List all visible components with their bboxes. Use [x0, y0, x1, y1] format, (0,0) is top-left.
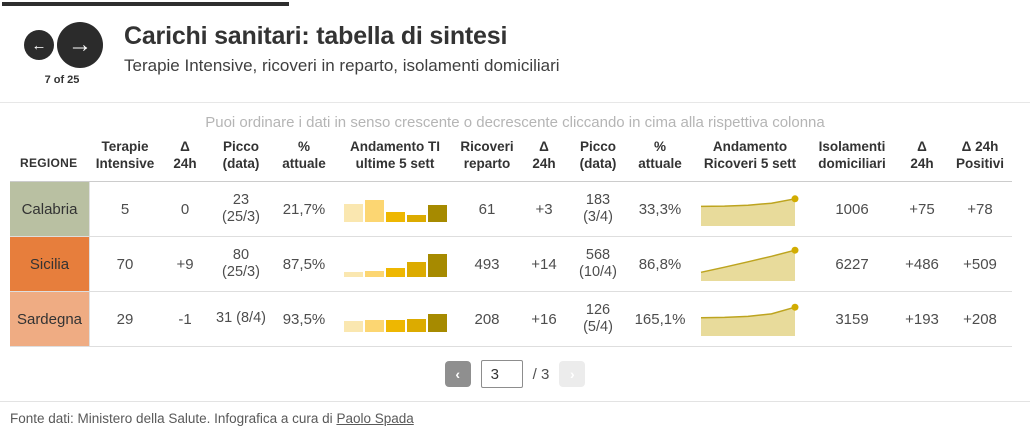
ric-pct-value: 165,1%	[634, 310, 686, 328]
column-header-ricoveri-reparto[interactable]: Ricoveri reparto	[460, 139, 514, 171]
ricoveri-trend-area-sparkline	[692, 246, 808, 281]
region-name-cell: Sardegna	[10, 292, 90, 346]
previous-page-button[interactable]: ‹	[444, 361, 471, 387]
ric-pct-value: 86,8%	[638, 255, 682, 273]
ti-value: 70	[116, 255, 134, 273]
right-arrow-icon: →	[68, 31, 92, 58]
isol-delta-value: +75	[909, 200, 935, 218]
positivi-delta-value: +509	[963, 255, 997, 273]
page-subtitle: Terapie Intensive, ricoveri in reparto, …	[124, 56, 560, 75]
ric-picco-value: 183 (3/4)	[583, 191, 613, 225]
column-header-isol-delta-24h[interactable]: Δ 24h	[910, 139, 934, 171]
chevron-left-icon: ‹	[455, 366, 460, 382]
table-row-calabria: Calabria 5 0 23 (25/3) 21,7% 61 +3 183 (3/…	[10, 182, 1012, 237]
ric-picco-value: 568 (10/4)	[579, 246, 617, 280]
ricoveri-value: 493	[474, 255, 500, 273]
ti-value: 29	[116, 310, 134, 328]
previous-slide-button[interactable]: ←	[24, 30, 54, 60]
column-header-andamento-ti[interactable]: Andamento TI ultime 5 sett	[350, 139, 440, 171]
slide-progress-bar	[2, 2, 290, 6]
header-divider	[0, 102, 1030, 103]
next-slide-button[interactable]: →	[57, 22, 103, 68]
ti-picco-value: 23 (25/3)	[222, 191, 260, 225]
table-row-sicilia: Sicilia 70 +9 80 (25/3) 87,5% 493 +14 568…	[10, 237, 1012, 292]
header: ← → 7 of 25 Carichi sanitari: tabella di…	[0, 0, 1030, 92]
ti-picco-value: 80 (25/3)	[222, 246, 260, 280]
slide-navigation: ← → 7 of 25	[24, 16, 124, 92]
page-title: Carichi sanitari: tabella di sintesi	[124, 22, 508, 50]
slide-progress-track	[2, 2, 1028, 6]
chevron-right-icon: ›	[570, 366, 575, 382]
source-text: Fonte dati: Ministero della Salute. Info…	[10, 411, 337, 426]
isolamenti-value: 6227	[835, 255, 869, 273]
ricoveri-trend-area-sparkline	[692, 302, 808, 336]
ricoveri-trend-area-sparkline	[692, 192, 808, 226]
column-header-ti-pct-attuale[interactable]: % attuale	[282, 139, 326, 171]
author-link[interactable]: Paolo Spada	[336, 411, 414, 426]
ric-pct-value: 33,3%	[638, 200, 682, 218]
ric-delta-value: +14	[531, 255, 557, 273]
column-header-delta-24h-positivi[interactable]: Δ 24h Positivi	[955, 139, 1004, 171]
column-header-ric-picco[interactable]: Picco (data)	[579, 139, 617, 171]
region-name-cell: Calabria	[10, 182, 90, 236]
ric-picco-value: 126 (5/4)	[583, 301, 613, 335]
isol-delta-value: +486	[905, 255, 939, 273]
ti-pct-value: 93,5%	[282, 310, 326, 328]
ti-trend-bar-sparkline	[336, 197, 454, 222]
page-total-label: / 3	[532, 365, 550, 383]
ric-delta-value: +16	[531, 310, 557, 328]
ti-trend-bar-sparkline	[336, 252, 454, 277]
column-header-terapie-intensive[interactable]: Terapie Intensive	[95, 139, 155, 171]
ti-delta-value: +9	[176, 255, 194, 273]
column-header-ti-picco[interactable]: Picco (data)	[222, 139, 260, 171]
slide-count: 7 of 25	[44, 74, 80, 86]
column-header-isolamenti[interactable]: Isolamenti domiciliari	[818, 139, 886, 171]
isolamenti-value: 3159	[835, 310, 869, 328]
column-header-regione[interactable]: REGIONE	[20, 156, 78, 170]
ti-pct-value: 21,7%	[282, 200, 326, 218]
column-header-ric-pct-attuale[interactable]: % attuale	[638, 139, 682, 171]
ric-delta-value: +3	[535, 200, 553, 218]
table-row-sardegna: Sardegna 29 -1 31 (8/4) 93,5% 208 +16 12…	[10, 292, 1012, 347]
ti-delta-value: 0	[180, 200, 190, 218]
isolamenti-value: 1006	[835, 200, 869, 218]
table-header-row: REGIONE Terapie Intensive Δ 24h Picco (d…	[10, 133, 1012, 182]
column-header-ric-delta-24h[interactable]: Δ 24h	[532, 139, 556, 171]
ti-value: 5	[120, 200, 130, 218]
sort-hint: Puoi ordinare i dati in senso crescente …	[205, 114, 825, 131]
summary-table: REGIONE Terapie Intensive Δ 24h Picco (d…	[10, 133, 1012, 347]
positivi-delta-value: +78	[967, 200, 993, 218]
ricoveri-value: 208	[474, 310, 500, 328]
ti-trend-bar-sparkline	[336, 307, 454, 332]
positivi-delta-value: +208	[963, 310, 997, 328]
footer: Fonte dati: Ministero della Salute. Info…	[0, 401, 1030, 426]
title-block: Carichi sanitari: tabella di sintesi Ter…	[124, 16, 560, 76]
ti-picco-value: 31 (8/4)	[216, 310, 266, 327]
isol-delta-value: +193	[905, 310, 939, 328]
column-header-andamento-ricoveri[interactable]: Andamento Ricoveri 5 sett	[703, 139, 797, 171]
ti-delta-value: -1	[178, 310, 192, 328]
ti-pct-value: 87,5%	[282, 255, 326, 273]
next-page-button[interactable]: ›	[559, 361, 586, 387]
page-number-input[interactable]	[480, 360, 523, 388]
column-header-ti-delta-24h[interactable]: Δ 24h	[173, 139, 197, 171]
left-arrow-icon: ←	[31, 36, 47, 54]
pagination: ‹ / 3 ›	[0, 360, 1030, 388]
ricoveri-value: 61	[478, 200, 496, 218]
region-name-cell: Sicilia	[10, 237, 90, 291]
